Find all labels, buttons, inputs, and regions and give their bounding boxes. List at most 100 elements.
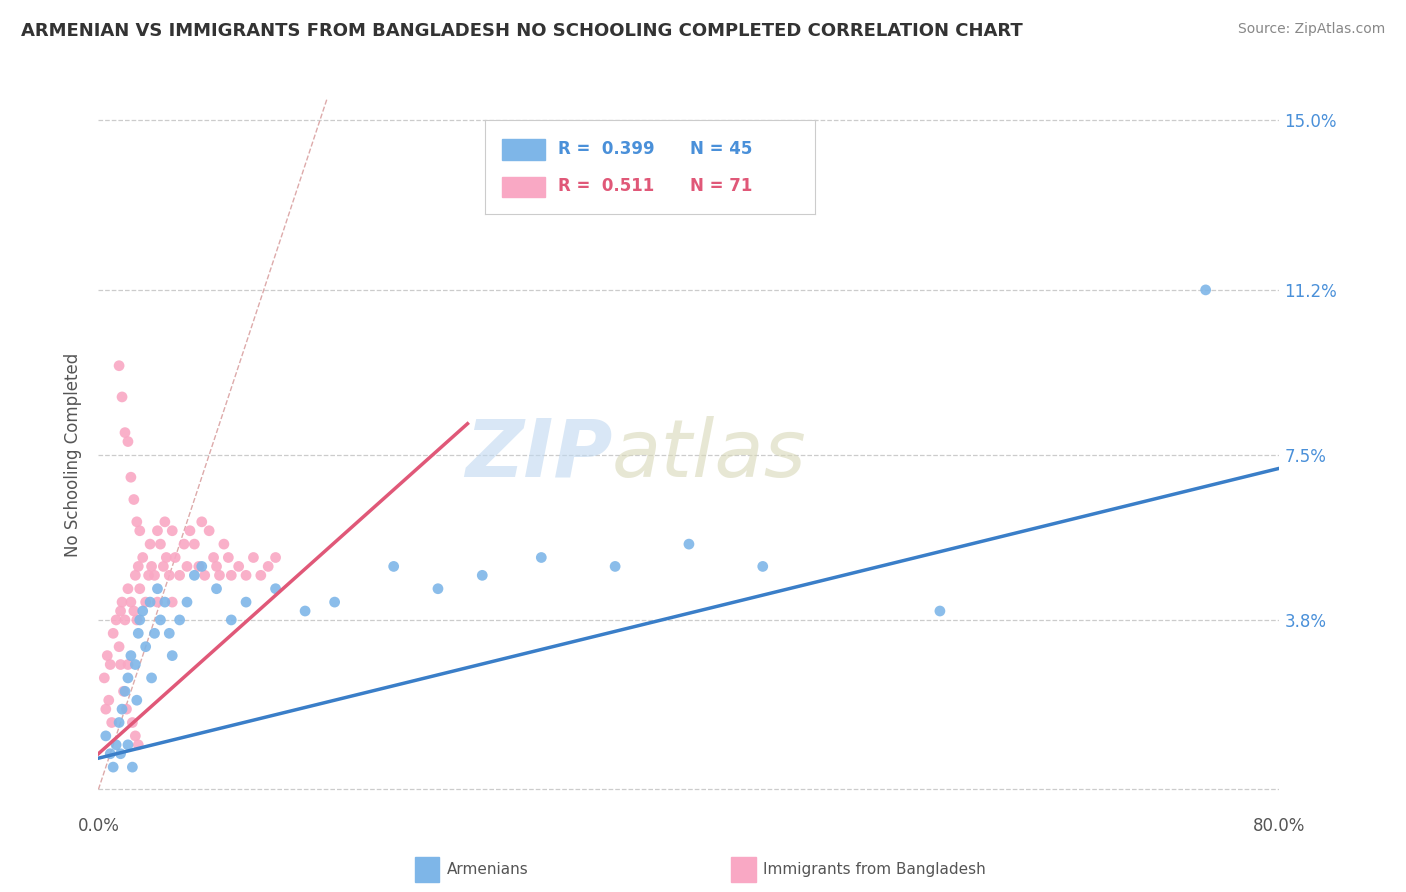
Point xyxy=(117,671,139,685)
Point xyxy=(202,550,225,565)
Point xyxy=(105,613,128,627)
Bar xyxy=(502,139,544,160)
Point xyxy=(471,568,494,582)
Point xyxy=(678,537,700,551)
Point xyxy=(120,470,142,484)
Text: Immigrants from Bangladesh: Immigrants from Bangladesh xyxy=(762,863,986,877)
Text: N = 45: N = 45 xyxy=(690,139,752,158)
Point xyxy=(121,715,143,730)
Point xyxy=(110,747,132,761)
Point xyxy=(242,550,264,565)
Point xyxy=(153,515,176,529)
Point xyxy=(105,738,128,752)
Text: Armenians: Armenians xyxy=(447,863,529,877)
Point xyxy=(125,693,148,707)
Point xyxy=(1195,283,1218,297)
Point xyxy=(179,524,201,538)
Point xyxy=(117,657,139,672)
Point xyxy=(176,595,198,609)
Point xyxy=(157,626,180,640)
Point xyxy=(149,613,172,627)
Point xyxy=(103,760,125,774)
Text: R =  0.399: R = 0.399 xyxy=(558,139,654,158)
Point xyxy=(205,582,228,596)
Point xyxy=(191,515,214,529)
Point xyxy=(194,568,217,582)
Point xyxy=(124,729,146,743)
Point xyxy=(125,515,148,529)
Point xyxy=(93,671,115,685)
Point xyxy=(157,568,180,582)
Point xyxy=(135,595,157,609)
Point xyxy=(187,559,209,574)
Point xyxy=(173,537,195,551)
Point xyxy=(212,537,235,551)
Point xyxy=(141,559,163,574)
Point xyxy=(111,702,134,716)
Point xyxy=(250,568,273,582)
Point xyxy=(111,595,134,609)
Point xyxy=(94,702,117,716)
Text: ZIP: ZIP xyxy=(465,416,612,494)
Point xyxy=(162,648,183,663)
Point xyxy=(162,524,183,538)
Point xyxy=(294,604,316,618)
Point xyxy=(110,657,132,672)
Point xyxy=(128,613,150,627)
Point xyxy=(198,524,221,538)
Point xyxy=(605,559,627,574)
Point xyxy=(427,582,450,596)
Point xyxy=(121,760,143,774)
Point xyxy=(132,550,155,565)
Point xyxy=(98,657,121,672)
Point xyxy=(146,524,169,538)
Point xyxy=(141,671,163,685)
Point xyxy=(135,640,157,654)
Point xyxy=(169,568,191,582)
Point xyxy=(149,537,172,551)
Point xyxy=(120,595,142,609)
Point xyxy=(139,595,162,609)
Point xyxy=(208,568,231,582)
Point xyxy=(132,604,155,618)
Point xyxy=(112,684,135,698)
Point xyxy=(152,559,174,574)
Point xyxy=(124,568,146,582)
Point xyxy=(183,537,205,551)
Bar xyxy=(415,857,439,882)
Point xyxy=(165,550,187,565)
Point xyxy=(108,359,131,373)
Point xyxy=(114,684,136,698)
Point xyxy=(125,613,148,627)
Point xyxy=(110,604,132,618)
Point xyxy=(143,626,166,640)
Point xyxy=(191,559,214,574)
Bar xyxy=(502,177,544,197)
Point xyxy=(138,568,160,582)
Text: R =  0.511: R = 0.511 xyxy=(558,177,654,195)
Point xyxy=(94,729,117,743)
Point xyxy=(228,559,250,574)
Point xyxy=(146,595,169,609)
Point xyxy=(264,582,287,596)
Point xyxy=(127,626,149,640)
Point xyxy=(217,550,239,565)
Point xyxy=(122,604,145,618)
Point xyxy=(153,595,176,609)
Point xyxy=(751,559,773,574)
Point xyxy=(114,425,136,440)
Point xyxy=(169,613,191,627)
Point xyxy=(122,492,145,507)
Point xyxy=(100,715,122,730)
Point xyxy=(117,582,139,596)
Text: Source: ZipAtlas.com: Source: ZipAtlas.com xyxy=(1237,22,1385,37)
Point xyxy=(117,738,139,752)
Point xyxy=(127,738,149,752)
Point xyxy=(146,582,169,596)
Bar xyxy=(731,857,756,882)
Point xyxy=(257,559,280,574)
Text: N = 71: N = 71 xyxy=(690,177,752,195)
Point xyxy=(127,559,149,574)
Point xyxy=(96,648,118,663)
Point xyxy=(219,613,242,627)
